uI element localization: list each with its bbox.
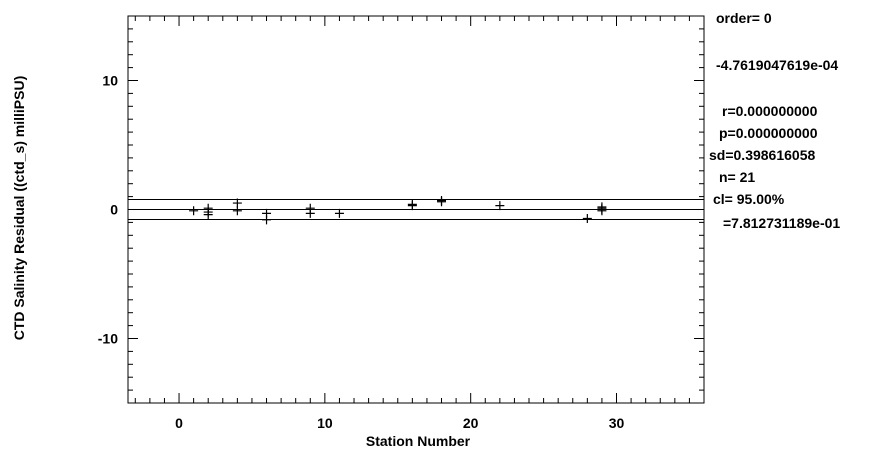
stats-annotation: -4.7619047619e-04 bbox=[716, 57, 838, 73]
data-point bbox=[437, 197, 447, 207]
stats-annotation: cl= 95.00% bbox=[713, 191, 785, 207]
x-axis-label: Station Number bbox=[366, 433, 471, 449]
stats-annotation: n= 21 bbox=[719, 169, 755, 185]
stats-annotation: r=0.000000000 bbox=[722, 103, 818, 119]
x-tick-labels: 0 10 20 30 bbox=[175, 415, 624, 431]
data-points bbox=[189, 195, 607, 225]
data-point bbox=[334, 208, 344, 218]
x-tick-label: 30 bbox=[609, 415, 625, 431]
x-tick-label: 0 bbox=[175, 415, 183, 431]
stats-annotations: order= 0 -4.7619047619e-04 r=0.000000000 p=… bbox=[709, 10, 840, 231]
data-point bbox=[232, 206, 242, 216]
y-tick-label: 10 bbox=[102, 73, 118, 89]
stats-annotation: =7.812731189e-01 bbox=[723, 215, 840, 231]
data-point bbox=[262, 215, 272, 225]
x-tick-label: 10 bbox=[317, 415, 333, 431]
data-point bbox=[203, 210, 213, 220]
data-point bbox=[305, 208, 315, 218]
data-point bbox=[189, 206, 199, 216]
data-point bbox=[232, 198, 242, 208]
y-tick-label: -10 bbox=[98, 331, 118, 347]
minor-ticks bbox=[128, 15, 705, 404]
stats-annotation: order= 0 bbox=[716, 10, 772, 26]
data-point bbox=[582, 214, 592, 224]
y-axis-label: CTD Salinity Residual ((ctd_s) milliPSU) bbox=[11, 76, 27, 341]
y-tick-label: 0 bbox=[110, 202, 118, 218]
y-tick-labels: -10 0 10 bbox=[98, 73, 118, 347]
data-point bbox=[597, 203, 607, 213]
data-point bbox=[495, 201, 505, 211]
residual-lines bbox=[128, 198, 704, 221]
data-point bbox=[407, 201, 417, 211]
stats-annotation: sd=0.398616058 bbox=[709, 147, 815, 163]
x-tick-label: 20 bbox=[463, 415, 479, 431]
stats-annotation: p=0.000000000 bbox=[719, 125, 818, 141]
